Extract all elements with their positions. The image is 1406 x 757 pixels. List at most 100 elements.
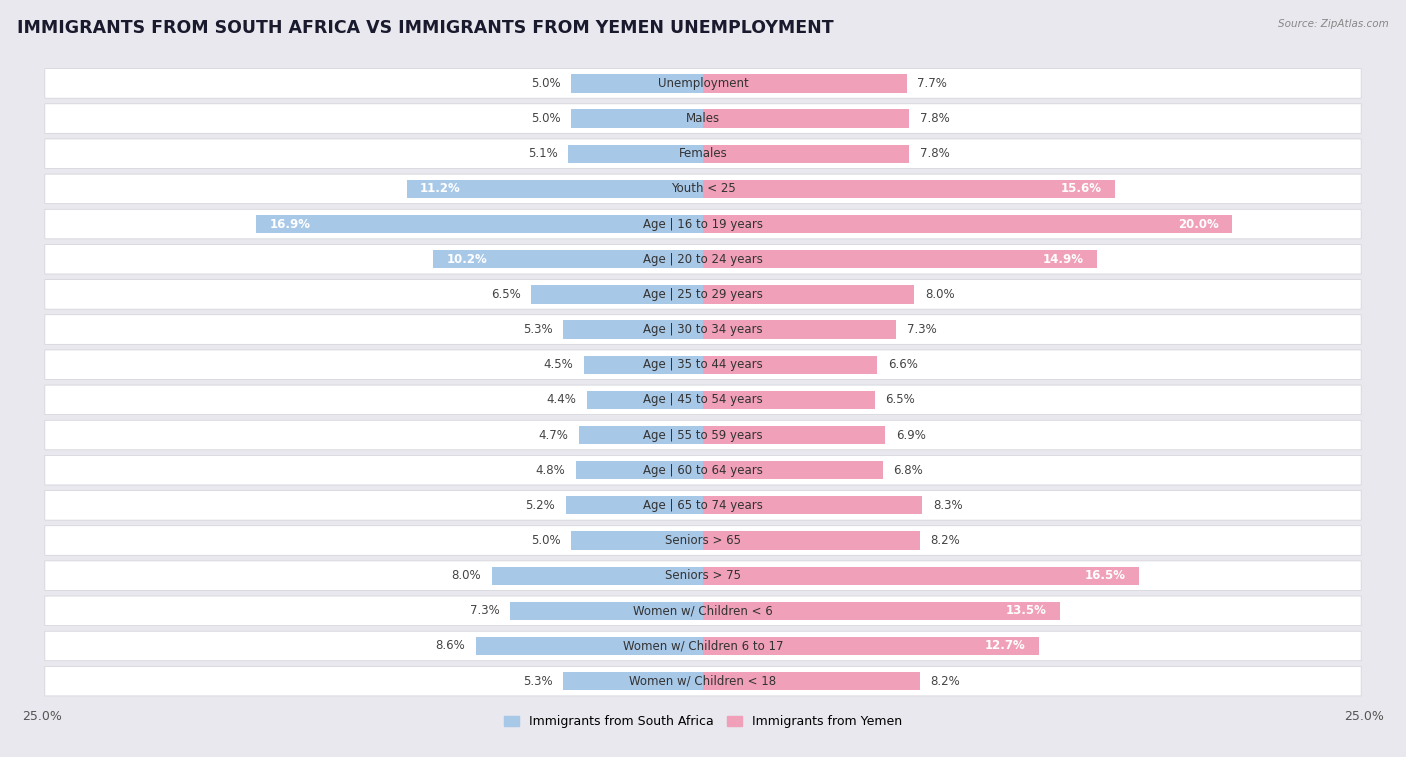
Text: Women w/ Children 6 to 17: Women w/ Children 6 to 17 <box>623 640 783 653</box>
Text: Age | 65 to 74 years: Age | 65 to 74 years <box>643 499 763 512</box>
FancyBboxPatch shape <box>45 561 1361 590</box>
Text: 6.5%: 6.5% <box>886 394 915 407</box>
Text: 5.0%: 5.0% <box>530 534 560 547</box>
Text: Women w/ Children < 6: Women w/ Children < 6 <box>633 604 773 617</box>
Bar <box>703 602 1060 620</box>
Bar <box>475 637 703 655</box>
FancyBboxPatch shape <box>45 104 1361 133</box>
Bar <box>571 531 703 550</box>
Text: 6.9%: 6.9% <box>896 428 925 441</box>
Text: 6.6%: 6.6% <box>889 358 918 371</box>
Text: 11.2%: 11.2% <box>420 182 461 195</box>
FancyBboxPatch shape <box>45 209 1361 238</box>
FancyBboxPatch shape <box>45 456 1361 485</box>
Text: 8.3%: 8.3% <box>934 499 963 512</box>
Text: Seniors > 65: Seniors > 65 <box>665 534 741 547</box>
FancyBboxPatch shape <box>45 631 1361 661</box>
FancyBboxPatch shape <box>45 174 1361 204</box>
Text: 4.4%: 4.4% <box>547 394 576 407</box>
Bar <box>576 461 703 479</box>
Text: 7.3%: 7.3% <box>470 604 499 617</box>
Bar <box>562 672 703 690</box>
FancyBboxPatch shape <box>45 245 1361 274</box>
FancyBboxPatch shape <box>45 69 1361 98</box>
Text: Age | 25 to 29 years: Age | 25 to 29 years <box>643 288 763 301</box>
FancyBboxPatch shape <box>45 491 1361 520</box>
Text: 5.3%: 5.3% <box>523 674 553 687</box>
FancyBboxPatch shape <box>45 526 1361 556</box>
Bar <box>703 320 896 338</box>
FancyBboxPatch shape <box>45 666 1361 696</box>
Bar <box>703 672 920 690</box>
Text: Age | 45 to 54 years: Age | 45 to 54 years <box>643 394 763 407</box>
Bar <box>703 250 1097 269</box>
Text: Unemployment: Unemployment <box>658 77 748 90</box>
Bar <box>562 320 703 338</box>
Text: 4.8%: 4.8% <box>536 464 565 477</box>
Text: Age | 30 to 34 years: Age | 30 to 34 years <box>643 323 763 336</box>
Text: Females: Females <box>679 148 727 160</box>
Text: 8.2%: 8.2% <box>931 534 960 547</box>
Text: Age | 55 to 59 years: Age | 55 to 59 years <box>643 428 763 441</box>
Text: 8.6%: 8.6% <box>436 640 465 653</box>
Text: 4.5%: 4.5% <box>544 358 574 371</box>
Bar <box>703 461 883 479</box>
Text: Males: Males <box>686 112 720 125</box>
Bar <box>586 391 703 409</box>
Text: 7.7%: 7.7% <box>917 77 948 90</box>
Text: Age | 20 to 24 years: Age | 20 to 24 years <box>643 253 763 266</box>
Text: 6.5%: 6.5% <box>491 288 520 301</box>
Bar <box>703 285 914 304</box>
Bar <box>571 110 703 128</box>
Text: Youth < 25: Youth < 25 <box>671 182 735 195</box>
Bar <box>256 215 703 233</box>
Text: Age | 35 to 44 years: Age | 35 to 44 years <box>643 358 763 371</box>
Bar <box>703 426 886 444</box>
Text: Age | 60 to 64 years: Age | 60 to 64 years <box>643 464 763 477</box>
Bar <box>703 637 1039 655</box>
Bar <box>579 426 703 444</box>
Text: 7.8%: 7.8% <box>920 148 949 160</box>
Text: Women w/ Children < 18: Women w/ Children < 18 <box>630 674 776 687</box>
Bar <box>703 496 922 515</box>
Bar <box>492 566 703 585</box>
Text: 7.3%: 7.3% <box>907 323 936 336</box>
FancyBboxPatch shape <box>45 315 1361 344</box>
Text: 5.3%: 5.3% <box>523 323 553 336</box>
FancyBboxPatch shape <box>45 596 1361 625</box>
Bar <box>571 74 703 92</box>
FancyBboxPatch shape <box>45 139 1361 169</box>
Text: 7.8%: 7.8% <box>920 112 949 125</box>
Bar <box>703 566 1139 585</box>
Text: 10.2%: 10.2% <box>447 253 488 266</box>
Bar <box>703 110 910 128</box>
FancyBboxPatch shape <box>45 385 1361 415</box>
Text: IMMIGRANTS FROM SOUTH AFRICA VS IMMIGRANTS FROM YEMEN UNEMPLOYMENT: IMMIGRANTS FROM SOUTH AFRICA VS IMMIGRAN… <box>17 19 834 37</box>
Text: Seniors > 75: Seniors > 75 <box>665 569 741 582</box>
Text: 5.2%: 5.2% <box>526 499 555 512</box>
Text: 16.9%: 16.9% <box>270 217 311 231</box>
Text: Age | 16 to 19 years: Age | 16 to 19 years <box>643 217 763 231</box>
FancyBboxPatch shape <box>45 350 1361 379</box>
Text: 5.0%: 5.0% <box>530 112 560 125</box>
Bar <box>703 145 910 163</box>
FancyBboxPatch shape <box>45 279 1361 309</box>
Text: 12.7%: 12.7% <box>984 640 1025 653</box>
Bar <box>703 391 875 409</box>
Text: 4.7%: 4.7% <box>538 428 568 441</box>
Bar <box>565 496 703 515</box>
Text: 8.0%: 8.0% <box>451 569 481 582</box>
Text: 8.2%: 8.2% <box>931 674 960 687</box>
Text: 8.0%: 8.0% <box>925 288 955 301</box>
Bar <box>703 215 1232 233</box>
Bar <box>433 250 703 269</box>
Bar <box>703 179 1115 198</box>
Text: 15.6%: 15.6% <box>1062 182 1102 195</box>
Text: 13.5%: 13.5% <box>1005 604 1046 617</box>
Text: 14.9%: 14.9% <box>1043 253 1084 266</box>
Bar <box>568 145 703 163</box>
Text: 6.8%: 6.8% <box>893 464 924 477</box>
Text: 16.5%: 16.5% <box>1085 569 1126 582</box>
Bar <box>531 285 703 304</box>
Bar <box>703 531 920 550</box>
